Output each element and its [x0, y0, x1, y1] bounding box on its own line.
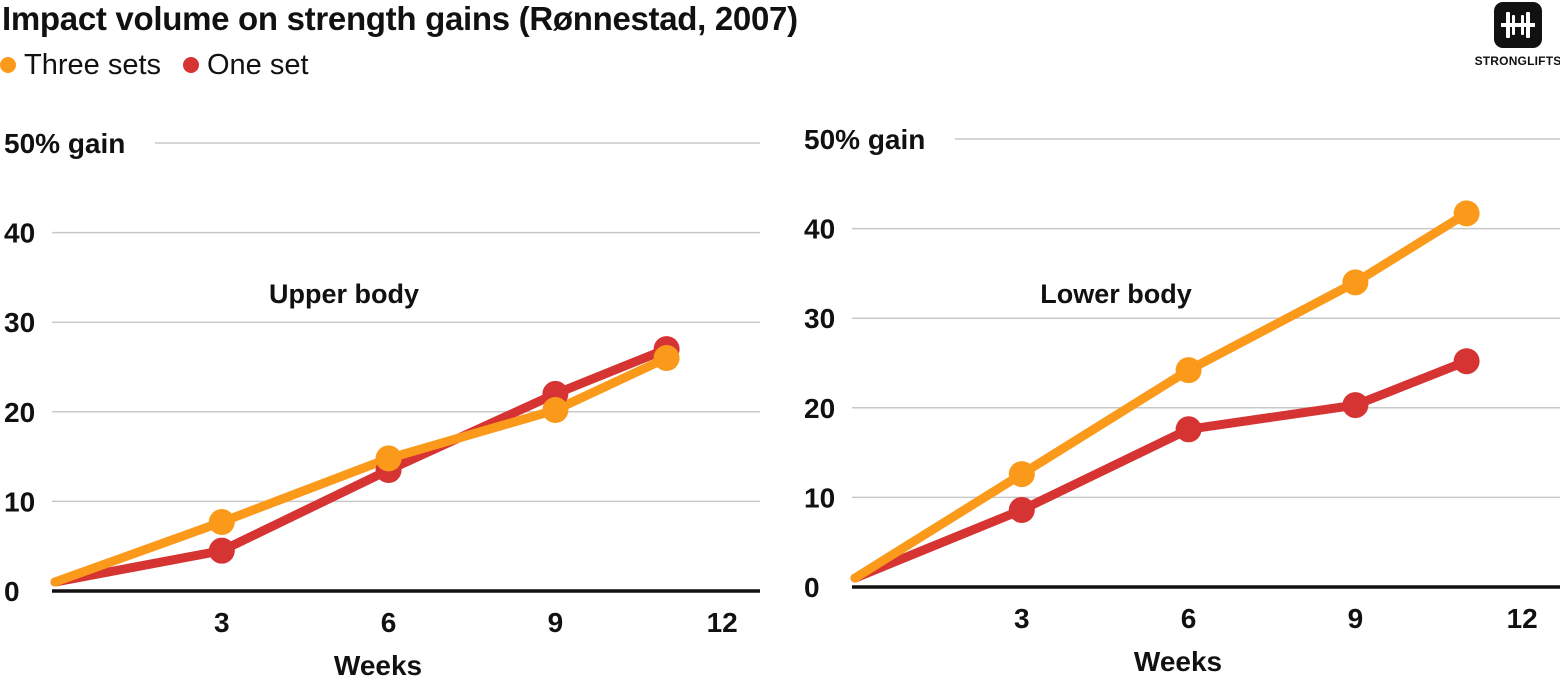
chart-upper-body: 0 10 20 30 40 50% gain 3 6 9 12 Weeks Upper body [4, 128, 760, 680]
data-point-three-sets-lower-body [1453, 200, 1480, 227]
x-tick-label-lower-body: 9 [1348, 603, 1364, 634]
x-axis-title-upper-body: Weeks [334, 650, 422, 680]
legend-marker-one-set [183, 57, 199, 73]
y-tick-label-lower-body: 0 [804, 572, 820, 603]
x-tick-label-lower-body: 12 [1507, 603, 1538, 634]
data-point-three-sets-lower-body [1008, 461, 1035, 488]
chart-title: Impact volume on strength gains (Rønnest… [2, 0, 798, 37]
y-tick-label-lower-body: 50% gain [804, 124, 925, 155]
x-tick-label-upper-body: 9 [548, 607, 564, 638]
data-point-three-sets-upper-body [375, 445, 402, 472]
data-point-one-set-upper-body [208, 537, 235, 564]
x-tick-label-upper-body: 6 [381, 607, 397, 638]
series-line-one-set-lower-body [850, 356, 1472, 583]
legend-item-three-sets: Three sets [0, 49, 161, 82]
panel-title-lower-body: Lower body [1040, 279, 1192, 309]
y-tick-label-upper-body: 0 [4, 576, 20, 607]
x-tick-label-lower-body: 6 [1181, 603, 1197, 634]
data-point-one-set-lower-body [1175, 416, 1202, 443]
legend-label-three-sets: Three sets [24, 48, 161, 81]
data-point-three-sets-lower-body [1175, 357, 1202, 384]
y-tick-label-lower-body: 40 [804, 214, 835, 245]
x-tick-label-upper-body: 3 [214, 607, 230, 638]
data-point-three-sets-lower-body [1342, 269, 1369, 296]
data-point-three-sets-upper-body [208, 509, 235, 536]
y-tick-label-lower-body: 30 [804, 303, 835, 334]
x-axis-title-lower-body: Weeks [1134, 646, 1222, 677]
data-point-one-set-lower-body [1008, 496, 1035, 523]
x-tick-label-lower-body: 3 [1014, 603, 1030, 634]
legend-label-one-set: One set [207, 48, 309, 81]
barbell-icon [1494, 2, 1542, 48]
legend: Three sets One set [0, 48, 331, 82]
legend-marker-three-sets [0, 57, 16, 73]
data-point-three-sets-upper-body [542, 397, 569, 424]
x-tick-label-upper-body: 12 [707, 607, 738, 638]
y-tick-label-upper-body: 30 [4, 307, 35, 338]
stronglifts-logo: STRONGLIFTS [1470, 2, 1560, 72]
data-point-one-set-lower-body [1342, 392, 1369, 419]
y-tick-label-upper-body: 10 [4, 486, 35, 517]
data-point-one-set-lower-body [1453, 348, 1480, 375]
legend-item-one-set: One set [183, 49, 309, 82]
y-tick-label-lower-body: 20 [804, 393, 835, 424]
y-tick-label-upper-body: 40 [4, 218, 35, 249]
data-point-three-sets-upper-body [653, 345, 680, 372]
y-tick-label-upper-body: 50% gain [4, 128, 125, 159]
chart-lower-body: 0 10 20 30 40 50% gain 3 6 9 12 Weeks Lower body [804, 124, 1560, 677]
logo-text: STRONGLIFTS [1474, 54, 1560, 68]
y-tick-label-upper-body: 20 [4, 397, 35, 428]
panel-title-upper-body: Upper body [269, 279, 419, 309]
series-line-three-sets-upper-body [50, 353, 672, 587]
y-tick-label-lower-body: 10 [804, 482, 835, 513]
